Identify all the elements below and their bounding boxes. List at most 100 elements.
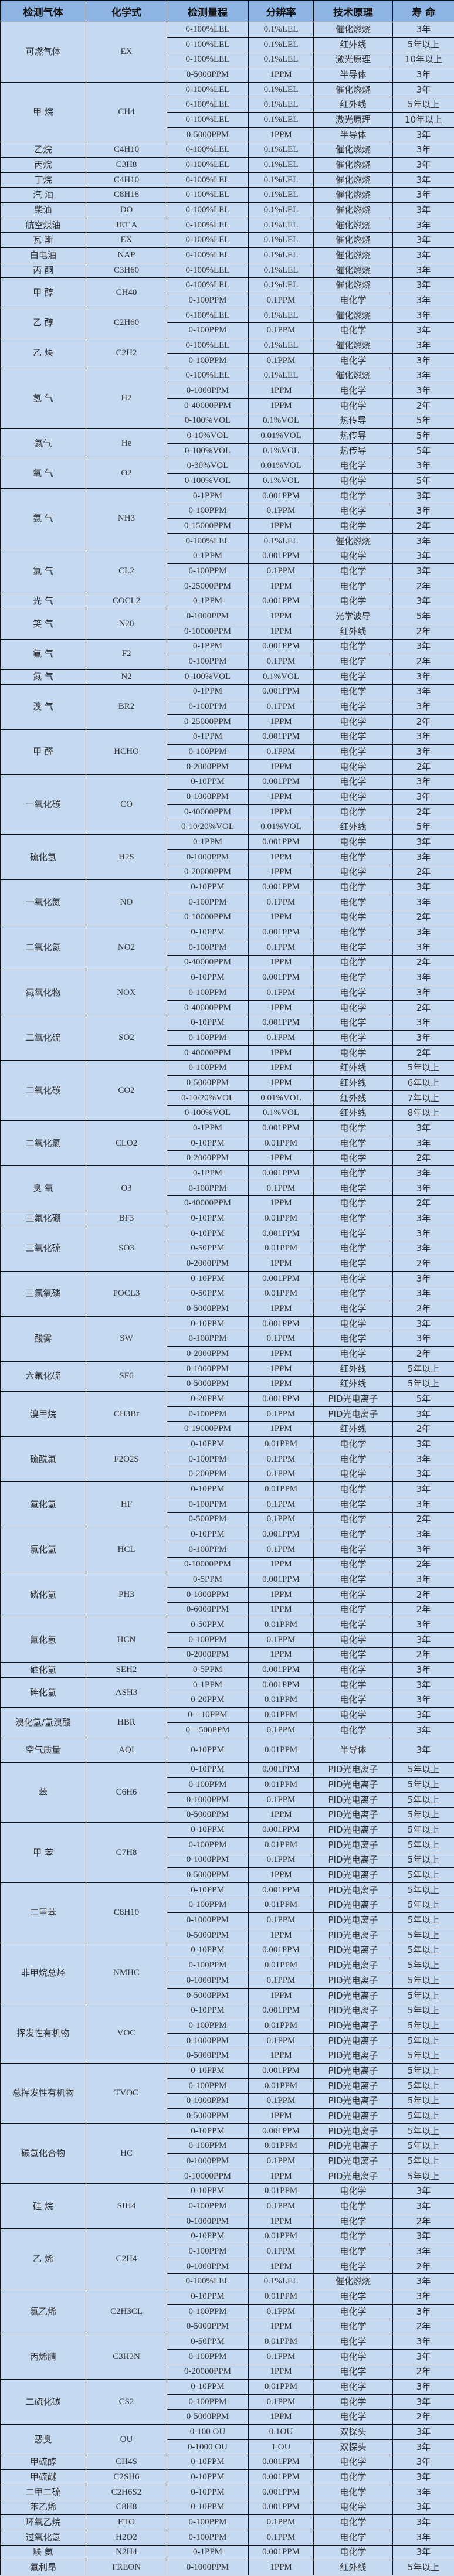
- resolution-cell: 0.01%VOL: [248, 458, 314, 474]
- gas-name-cell: 氢 气: [0, 368, 86, 429]
- technology-cell: 电化学: [313, 322, 393, 339]
- resolution-cell: 0.1%LEL: [248, 142, 314, 158]
- technology-cell: 电化学: [313, 1557, 393, 1573]
- table-row: 0-100PPM 0.01PPM PID光电离子 5年以上: [1, 1958, 454, 1973]
- table-row: 0-100PPM 0.1PPM 电化学 3年: [1, 2394, 454, 2410]
- lifespan-cell: 5年以上: [392, 1958, 454, 1973]
- range-cell: 0-50PPM: [167, 2334, 249, 2350]
- range-cell: 0-10PPM: [167, 1225, 249, 1242]
- resolution-cell: 1PPM: [248, 2560, 314, 2575]
- resolution-cell: 0.01PPM: [248, 1737, 314, 1763]
- header-technology: 技术原理: [313, 0, 393, 22]
- technology-cell: 催化燃烧: [313, 142, 393, 158]
- formula-cell: C7H8: [86, 1822, 167, 1883]
- lifespan-cell: 5年以上: [392, 1777, 454, 1793]
- resolution-cell: 0.01PPM: [248, 1692, 314, 1708]
- lifespan-cell: 3年: [392, 668, 454, 685]
- table-row: 0-40000PPM 1PPM 电化学 2年: [1, 397, 454, 414]
- table-row: 挥发性有机物 VOC 0-10PPM 0.001PPM PID光电离子 5年以上: [0, 2003, 454, 2064]
- technology-cell: 电化学: [313, 864, 393, 881]
- lifespan-cell: 5年以上: [392, 1882, 454, 1898]
- technology-cell: PID光电离子: [313, 2033, 393, 2049]
- formula-cell: CO2: [86, 1060, 167, 1122]
- technology-cell: 电化学: [313, 954, 393, 971]
- range-cell: 0-40000PPM: [167, 1195, 249, 1212]
- table-row: 环氧乙烷 ETO 0-100PPM 0.1PPM 电化学 3年: [0, 2514, 454, 2530]
- technology-cell: PID光电离子: [313, 1807, 393, 1823]
- technology-cell: 电化学: [313, 1180, 393, 1197]
- range-cell: 0-100%VOL: [167, 1105, 249, 1122]
- table-row: 汽 油 C8H18 0-100%LEL 0.1%LEL 催化燃烧 3年: [0, 187, 454, 203]
- formula-cell: HCN: [86, 1617, 167, 1663]
- resolution-cell: 1PPM: [248, 1602, 314, 1618]
- table-row: 一氧化碳 CO 0-10PPM 0.001PPM 电化学 3年: [0, 774, 454, 835]
- lifespan-cell: 3年: [392, 1617, 454, 1633]
- gas-name-cell: 溴甲烷: [0, 1391, 86, 1437]
- gas-name-cell: 光 气: [0, 593, 86, 610]
- table-row: 0-5000PPM 1PPM 红外线 5年以上: [1, 1376, 454, 1392]
- range-cell: 0-10PPM: [167, 2454, 249, 2470]
- resolution-cell: 1PPM: [248, 2409, 314, 2425]
- resolution-cell: 0.1PPM: [248, 322, 314, 339]
- gas-name-cell: 甲硫醇: [0, 2454, 86, 2470]
- lifespan-cell: 2年: [392, 518, 454, 534]
- resolution-cell: 0.1PPM: [248, 503, 314, 519]
- resolution-cell: 0.001PPM: [248, 1882, 314, 1898]
- range-cell: 0-1PPM: [167, 488, 249, 504]
- formula-cell: HCHO: [86, 729, 167, 775]
- formula-cell: C2H60: [86, 307, 167, 339]
- table-row: 0-5000PPM 1PPM PID光电离子 5年以上: [1, 1867, 454, 1883]
- gas-name-cell: 瓦 斯: [0, 232, 86, 249]
- resolution-cell: 0.01PPM: [248, 2289, 314, 2305]
- range-cell: 0-100%LEL: [167, 277, 249, 294]
- technology-cell: 电化学: [313, 2258, 393, 2275]
- table-row: 乙 烯 C2H4 0-10PPM 0.01PPM 电化学 3年: [0, 2228, 454, 2290]
- gas-name-cell: 氟 气: [0, 638, 86, 670]
- resolution-cell: 1PPM: [248, 1987, 314, 2004]
- resolution-cell: 0.1PPM: [248, 2394, 314, 2410]
- table-row: 苯乙烯 C8H8 0-10PPM 0.001PPM 电化学 3年: [0, 2499, 454, 2516]
- technology-cell: PID光电离子: [313, 2093, 393, 2109]
- table-row: 氟利昂 FREON 0-1000PPM 1PPM 红外线 5年以上: [0, 2560, 454, 2575]
- range-cell: 0-30%VOL: [167, 458, 249, 474]
- technology-cell: 电化学: [313, 458, 393, 474]
- resolution-cell: 0.1%LEL: [248, 22, 314, 38]
- range-cell: 0-100%LEL: [167, 307, 249, 324]
- lifespan-cell: 5年以上: [392, 2138, 454, 2154]
- range-cell: 0-100PPM: [167, 2303, 249, 2320]
- range-cell: 0-100PPM: [167, 1837, 249, 1853]
- table-row: 非甲烷总烃 NMHC 0-10PPM 0.001PPM PID光电离子 5年以上: [0, 1942, 454, 2004]
- lifespan-cell: 3年: [392, 2439, 454, 2455]
- lifespan-cell: 2年: [392, 1346, 454, 1362]
- lifespan-cell: 3年: [392, 1572, 454, 1588]
- technology-cell: 电化学: [313, 2289, 393, 2305]
- range-cell: 0-100PPM: [167, 2078, 249, 2094]
- resolution-cell: 0.1PPM: [248, 654, 314, 670]
- resolution-cell: 0.001PPM: [248, 1822, 314, 1838]
- lifespan-cell: 3年: [392, 217, 454, 233]
- resolution-cell: 0.1PPM: [248, 1331, 314, 1347]
- range-cell: 0-10000PPM: [167, 623, 249, 640]
- range-cell: 0-5000PPM: [167, 1075, 249, 1091]
- technology-cell: 电化学: [313, 1270, 393, 1287]
- table-row: 丙 酮 C3H60 0-100%LEL 0.1%LEL 催化燃烧 3年: [0, 262, 454, 278]
- lifespan-cell: 3年: [392, 684, 454, 700]
- technology-cell: 催化燃烧: [313, 187, 393, 203]
- table-row: 0-100PPM 0.1PPM 电化学 3年: [1, 939, 454, 956]
- gas-name-cell: 总挥发性有机物: [0, 2063, 86, 2124]
- technology-cell: 电化学: [313, 713, 393, 730]
- lifespan-cell: 5年以上: [392, 1867, 454, 1883]
- technology-cell: 催化燃烧: [313, 81, 393, 98]
- range-cell: 0-100PPM: [167, 293, 249, 308]
- formula-cell: C2SH6: [86, 2469, 167, 2485]
- lifespan-cell: 3年: [392, 1270, 454, 1287]
- resolution-cell: 0.001PPM: [248, 684, 314, 700]
- range-cell: 0-100PPM: [167, 352, 249, 369]
- range-cell: 0-1000PPM: [167, 2258, 249, 2275]
- table-row: 二甲苯 C8H10 0-10PPM 0.001PPM PID光电离子 5年以上: [0, 1882, 454, 1943]
- technology-cell: 电化学: [313, 925, 393, 940]
- resolution-cell: 0.1PPM: [248, 1030, 314, 1046]
- resolution-cell: 0.001PPM: [248, 1662, 314, 1678]
- table-row: 臭 氧 O3 0-1PPM 0.001PPM 电化学 3年: [0, 1165, 454, 1212]
- table-row: 丁烷 C4H10 0-100%LEL 0.1%LEL 催化燃烧 3年: [0, 172, 454, 188]
